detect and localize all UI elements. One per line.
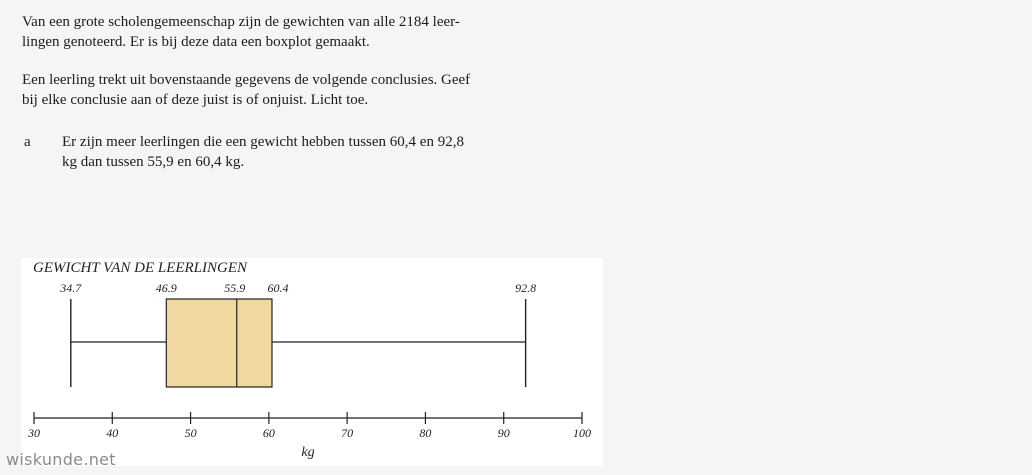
- intro-line: lingen genoteerd. Er is bij deze data ee…: [22, 34, 370, 50]
- iqr-box: [165, 298, 273, 388]
- x-tick-label: 50: [185, 426, 197, 440]
- chart-title: GEWICHT VAN DE LEERLINGEN: [33, 260, 248, 276]
- value-label: 34.7: [59, 281, 82, 295]
- x-tick-label: 90: [498, 426, 510, 440]
- question-text: Er zijn meer leerlingen die een gewicht …: [62, 132, 532, 172]
- value-label: 55.9: [224, 281, 245, 295]
- x-tick-label: 70: [341, 426, 353, 440]
- x-axis-label: kg: [301, 445, 314, 460]
- value-label: 46.9: [156, 281, 177, 295]
- x-tick-label: 30: [27, 426, 40, 440]
- question-line: Er zijn meer leerlingen die een gewicht …: [62, 134, 464, 150]
- intro-paragraph-1: Van een grote scholengemeenschap zijn de…: [22, 12, 542, 52]
- boxplot-chart: GEWICHT VAN DE LEERLINGEN 34.7 46.9 55.9 60.…: [21, 258, 603, 466]
- x-tick-label: 40: [106, 426, 118, 440]
- value-label: 92.8: [515, 281, 536, 295]
- x-tick-label: 100: [573, 426, 591, 440]
- x-tick-label: 60: [263, 426, 275, 440]
- intro-paragraph-2: Een leerling trekt uit bovenstaande gege…: [22, 70, 542, 110]
- question-letter: a: [24, 134, 31, 150]
- value-label: 60.4: [267, 281, 288, 295]
- watermark-logo: wiskunde.net: [6, 450, 116, 469]
- x-tick-label: 80: [419, 426, 431, 440]
- question-line: kg dan tussen 55,9 en 60,4 kg.: [62, 154, 245, 170]
- boxplot-svg: GEWICHT VAN DE LEERLINGEN 34.7 46.9 55.9 60.…: [27, 260, 591, 460]
- intro-line: Een leerling trekt uit bovenstaande gege…: [22, 72, 471, 88]
- intro-line: Van een grote scholengemeenschap zijn de…: [22, 14, 460, 30]
- intro-line: bij elke conclusie aan of deze juist is …: [22, 92, 369, 108]
